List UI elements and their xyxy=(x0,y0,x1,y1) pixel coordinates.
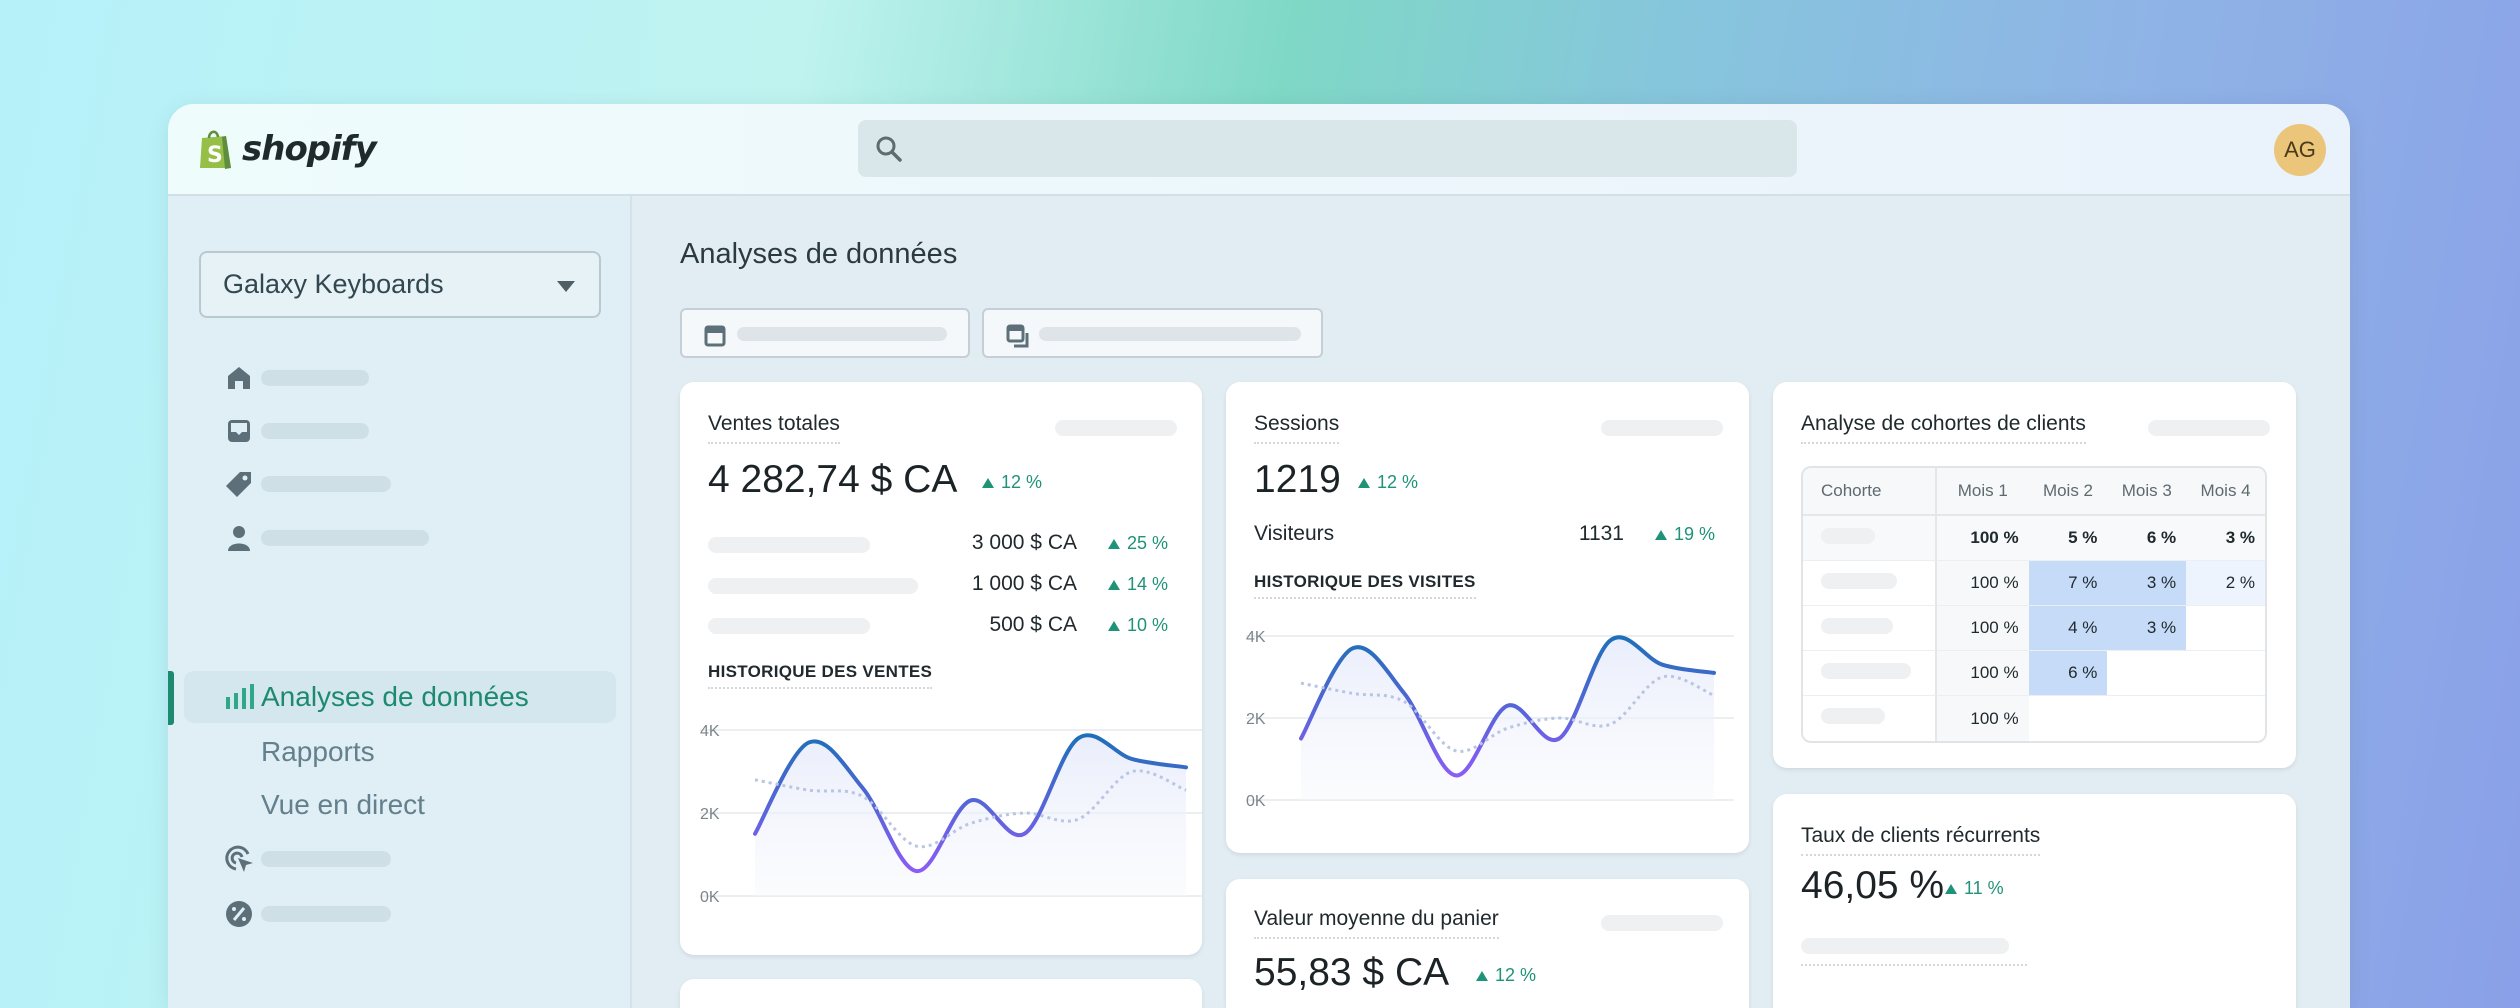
table-header: Cohorte Mois 1 Mois 2 Mois 3 Mois 4 xyxy=(1803,468,2265,516)
sidebar-item-analytics[interactable]: Analyses de données xyxy=(184,671,616,723)
y-tick-label: 0K xyxy=(700,889,720,906)
top-bar: S shopify AG xyxy=(168,104,2350,196)
y-tick-label: 2K xyxy=(1246,711,1266,728)
store-selector[interactable]: Galaxy Keyboards xyxy=(199,251,601,318)
sessions-value: 1219 xyxy=(1254,458,1341,501)
table-row: 100 % 7 % 3 % 2 % xyxy=(1803,561,2265,606)
inbox-icon xyxy=(224,416,254,446)
cohort-analysis-card[interactable]: Analyse de cohortes de clients Cohorte M… xyxy=(1773,382,2296,768)
table-row: 100 % 5 % 6 % 3 % xyxy=(1803,516,2265,561)
sidebar-item-orders[interactable] xyxy=(168,405,632,457)
active-indicator xyxy=(168,671,174,725)
sidebar-item-discounts[interactable] xyxy=(168,888,632,940)
total-sales-card[interactable]: Ventes totales 4 282,74 $ CA 12 % 3 000 … xyxy=(680,382,1202,955)
app-window: S shopify AG Galaxy Keyboards Analyses d… xyxy=(168,104,2350,1008)
series-line-previous xyxy=(1300,674,1715,753)
average-order-value-card[interactable]: Valeur moyenne du panier 55,83 $ CA 12 % xyxy=(1226,879,1749,1008)
sidebar-item-customers[interactable] xyxy=(168,512,632,564)
search-icon xyxy=(876,136,902,162)
series-area xyxy=(1301,637,1714,800)
y-tick-label: 0K xyxy=(1246,793,1266,810)
tag-icon xyxy=(224,469,254,499)
page-title: Analyses de données xyxy=(680,238,958,270)
sales-history-chart: 0K 2K 4K xyxy=(700,723,1202,906)
total-sales-value: 4 282,74 $ CA xyxy=(708,458,958,501)
table-row: 100 % 4 % 3 % xyxy=(1803,606,2265,651)
sessions-card[interactable]: Sessions 1219 12 % Visiteurs 1131 19 % H… xyxy=(1226,382,1749,853)
series-line-current xyxy=(1299,635,1716,778)
visits-history-chart: 0K 2K 4K xyxy=(1246,629,1734,810)
aov-value: 55,83 $ CA xyxy=(1254,951,1450,994)
home-icon xyxy=(224,363,254,393)
caret-down-icon xyxy=(557,281,575,292)
y-tick-label: 4K xyxy=(1246,629,1266,646)
series-area xyxy=(755,735,1186,896)
cohort-table: Cohorte Mois 1 Mois 2 Mois 3 Mois 4 100 … xyxy=(1801,466,2267,743)
table-row: 100 % xyxy=(1803,696,2265,741)
svg-text:S: S xyxy=(207,143,223,168)
sidebar-item-reports[interactable]: Rapports xyxy=(261,736,375,767)
dashboard-card[interactable] xyxy=(680,979,1202,1008)
sidebar-item-marketing[interactable] xyxy=(168,833,632,885)
target-cursor-icon xyxy=(224,844,254,874)
discount-badge-icon xyxy=(224,899,254,929)
table-row: 100 % 6 % xyxy=(1803,651,2265,696)
returning-customers-card[interactable]: Taux de clients récurrents 46,05 % 11 % xyxy=(1773,794,2296,1008)
avatar[interactable]: AG xyxy=(2274,124,2326,176)
y-tick-label: 4K xyxy=(700,723,720,740)
y-tick-label: 2K xyxy=(700,806,720,823)
calendar-icon xyxy=(704,325,726,347)
compare-calendar-icon xyxy=(1006,324,1029,348)
sidebar-item-products[interactable] xyxy=(168,458,632,510)
compare-range-button[interactable] xyxy=(982,308,1323,358)
search-input[interactable] xyxy=(858,120,1797,177)
main-content: Analyses de données Ventes totales 4 282… xyxy=(632,196,2350,1008)
date-range-button[interactable] xyxy=(680,308,970,358)
sidebar-item-live-view[interactable]: Vue en direct xyxy=(261,789,425,820)
series-line-current xyxy=(753,733,1188,874)
bar-chart-icon xyxy=(224,682,254,712)
sidebar: Galaxy Keyboards Analyses de données Rap… xyxy=(168,196,632,1008)
shopify-bag-icon: S xyxy=(200,130,231,169)
shopify-logo[interactable]: S shopify xyxy=(198,128,377,170)
person-icon xyxy=(224,523,254,553)
sidebar-item-home[interactable] xyxy=(168,352,632,404)
